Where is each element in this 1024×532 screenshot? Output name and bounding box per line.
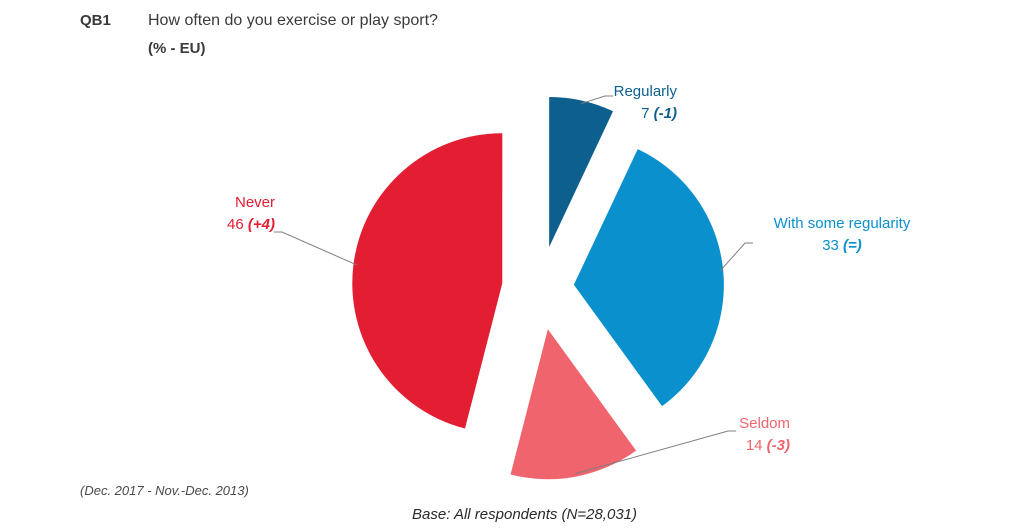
label-never: Never: [235, 194, 275, 211]
leader-line-never: [274, 231, 357, 266]
question-text: How often do you exercise or play sport?: [148, 12, 438, 29]
leader-line-with-some-regularity: [719, 242, 753, 272]
label-regularly: Regularly: [614, 83, 678, 100]
change-seldom: (-3): [767, 437, 790, 454]
question-code: QB1: [80, 12, 111, 29]
value-seldom: 14 (-3): [746, 437, 790, 454]
change-regularly: (-1): [654, 105, 677, 122]
pie-slice-never: [352, 133, 503, 429]
period-note: (Dec. 2017 - Nov.-Dec. 2013): [80, 483, 249, 498]
value-with-some-regularity: 33 (=): [822, 237, 862, 254]
pie-slice-regularly: [549, 97, 614, 248]
pie-slice-seldom: [510, 329, 637, 480]
change-never: (+4): [248, 216, 275, 233]
pie-slice-with-some-regularity: [573, 149, 724, 407]
change-with-some-regularity: (=): [843, 237, 862, 254]
value-regularly: 7 (-1): [641, 105, 677, 122]
leader-line-seldom: [575, 430, 736, 475]
leader-line-regularly: [581, 95, 613, 105]
unit-label: (% - EU): [148, 40, 206, 57]
base-note: Base: All respondents (N=28,031): [412, 506, 637, 523]
label-with-some-regularity: With some regularity: [774, 215, 911, 232]
value-never: 46 (+4): [227, 216, 275, 233]
label-seldom: Seldom: [739, 415, 790, 432]
